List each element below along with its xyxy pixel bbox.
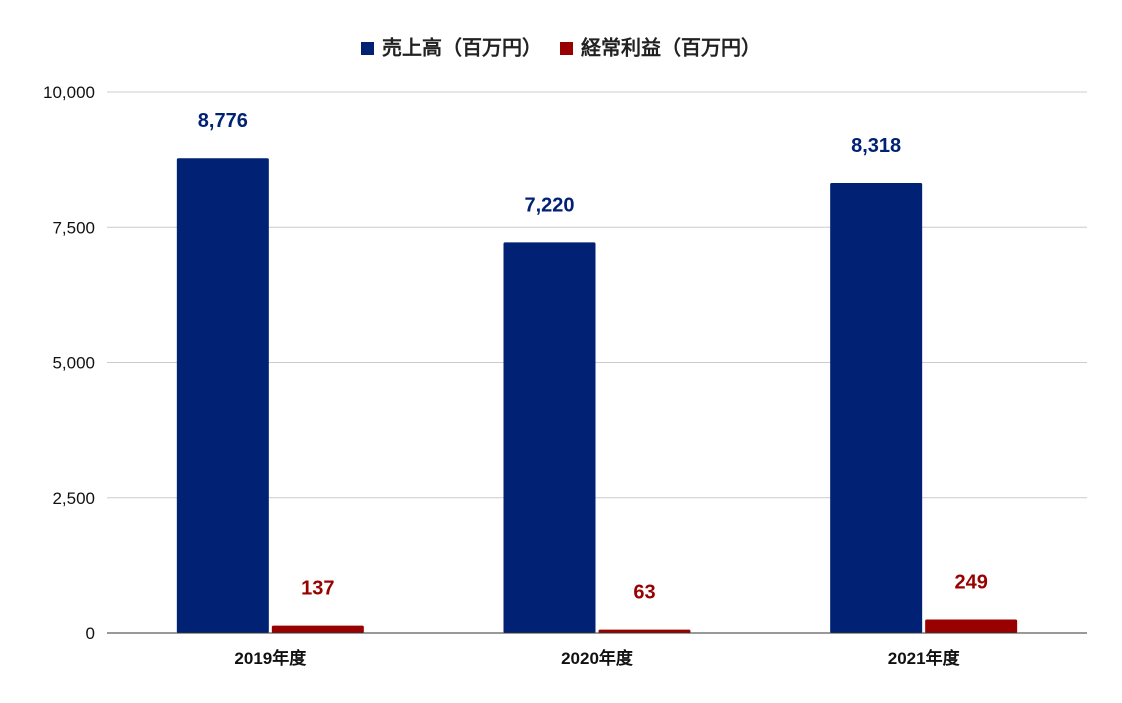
legend-label: 経常利益（百万円） [581, 36, 761, 60]
bar-sales-2 [830, 182, 923, 633]
gridlines [107, 91, 1087, 499]
data-label-ordinary-profit-1: 63 [633, 582, 655, 604]
x-axis-categories: 2019年度 2020年度 2021年度 [234, 648, 960, 668]
x-category-label: 2021年度 [888, 648, 961, 668]
bars [176, 158, 1018, 634]
data-label-sales-0: 8,776 [198, 110, 248, 132]
y-tick-label: 0 [86, 624, 95, 643]
x-category-label: 2020年度 [561, 648, 634, 668]
data-label-sales-2: 8,318 [851, 135, 901, 157]
data-label-ordinary-profit-0: 137 [301, 578, 334, 600]
y-axis-ticks: 0 2,500 5,000 7,500 10,000 [43, 83, 95, 643]
bar-ordinary-profit-0 [271, 625, 364, 633]
bar-sales-0 [176, 158, 269, 634]
y-tick-label: 5,000 [52, 354, 95, 373]
y-tick-label: 7,500 [52, 218, 95, 237]
data-labels: 8,776 137 7,220 63 8,318 249 [198, 110, 988, 603]
bar-sales-1 [503, 242, 596, 633]
legend-item-ordinary-profit: 経常利益（百万円） [560, 36, 761, 60]
legend-label: 売上高（百万円） [382, 36, 542, 60]
legend-item-sales: 売上高（百万円） [361, 36, 542, 60]
legend: 売上高（百万円） 経常利益（百万円） [361, 36, 761, 60]
bar-ordinary-profit-2 [925, 619, 1018, 633]
legend-swatch [361, 42, 374, 55]
y-tick-label: 10,000 [43, 83, 95, 102]
bar-ordinary-profit-1 [598, 629, 691, 633]
y-tick-label: 2,500 [52, 489, 95, 508]
legend-swatch [560, 42, 573, 55]
data-label-ordinary-profit-2: 249 [954, 572, 987, 594]
data-label-sales-1: 7,220 [524, 194, 574, 216]
x-category-label: 2019年度 [234, 648, 307, 668]
